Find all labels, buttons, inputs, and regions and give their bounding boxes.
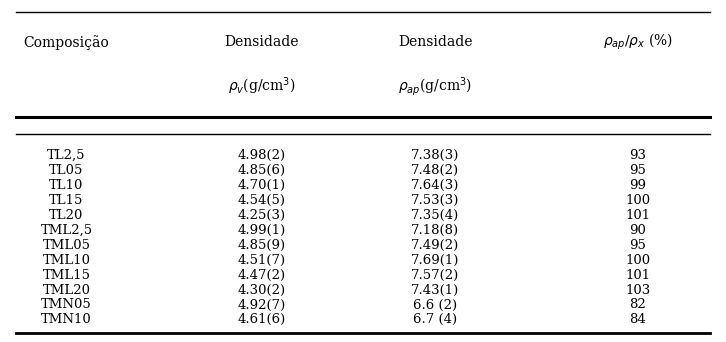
Text: 101: 101 [625, 209, 650, 222]
Text: 4.25(3): 4.25(3) [237, 209, 286, 222]
Text: 4.54(5): 4.54(5) [237, 194, 286, 207]
Text: TL05: TL05 [49, 164, 83, 177]
Text: 7.64(3): 7.64(3) [411, 179, 460, 192]
Text: 100: 100 [625, 254, 650, 267]
Text: 6.6 (2): 6.6 (2) [413, 299, 457, 312]
Text: 103: 103 [625, 284, 650, 297]
Text: TMN10: TMN10 [41, 313, 92, 326]
Text: TML10: TML10 [43, 254, 91, 267]
Text: 7.38(3): 7.38(3) [411, 149, 460, 162]
Text: TML2,5: TML2,5 [41, 224, 92, 237]
Text: 101: 101 [625, 269, 650, 282]
Text: 99: 99 [629, 179, 646, 192]
Text: 7.35(4): 7.35(4) [411, 209, 460, 222]
Text: 7.43(1): 7.43(1) [411, 284, 460, 297]
Text: 6.7 (4): 6.7 (4) [413, 313, 457, 326]
Text: 95: 95 [629, 164, 646, 177]
Text: $\rho_{ap}/\rho_x$ (%): $\rho_{ap}/\rho_x$ (%) [603, 32, 673, 52]
Text: 90: 90 [629, 224, 646, 237]
Text: 4.85(6): 4.85(6) [237, 164, 286, 177]
Text: TL20: TL20 [49, 209, 83, 222]
Text: 7.48(2): 7.48(2) [411, 164, 460, 177]
Text: 4.70(1): 4.70(1) [237, 179, 286, 192]
Text: 4.85(9): 4.85(9) [237, 239, 286, 252]
Text: 4.99(1): 4.99(1) [237, 224, 286, 237]
Text: Composição: Composição [24, 35, 110, 50]
Text: 7.49(2): 7.49(2) [411, 239, 460, 252]
Text: Densidade: Densidade [224, 35, 299, 49]
Text: 4.51(7): 4.51(7) [237, 254, 286, 267]
Text: 4.98(2): 4.98(2) [237, 149, 286, 162]
Text: TL2,5: TL2,5 [47, 149, 86, 162]
Text: 93: 93 [629, 149, 646, 162]
Text: $\rho_{ap}$(g/cm$^3$): $\rho_{ap}$(g/cm$^3$) [399, 75, 473, 98]
Text: Densidade: Densidade [398, 35, 473, 49]
Text: 4.61(6): 4.61(6) [237, 313, 286, 326]
Text: TML05: TML05 [43, 239, 91, 252]
Text: TML20: TML20 [43, 284, 91, 297]
Text: 84: 84 [629, 313, 646, 326]
Text: 7.69(1): 7.69(1) [411, 254, 460, 267]
Text: 7.18(8): 7.18(8) [411, 224, 460, 237]
Text: TML15: TML15 [43, 269, 91, 282]
Text: 82: 82 [629, 299, 646, 312]
Text: $\rho_{v}$(g/cm$^3$): $\rho_{v}$(g/cm$^3$) [228, 75, 295, 97]
Text: 7.53(3): 7.53(3) [411, 194, 460, 207]
Text: 95: 95 [629, 239, 646, 252]
Text: TMN05: TMN05 [41, 299, 92, 312]
Text: TL15: TL15 [49, 194, 83, 207]
Text: 4.30(2): 4.30(2) [237, 284, 286, 297]
Text: 100: 100 [625, 194, 650, 207]
Text: 7.57(2): 7.57(2) [411, 269, 460, 282]
Text: 4.92(7): 4.92(7) [237, 299, 286, 312]
Text: TL10: TL10 [49, 179, 83, 192]
Text: 4.47(2): 4.47(2) [237, 269, 286, 282]
